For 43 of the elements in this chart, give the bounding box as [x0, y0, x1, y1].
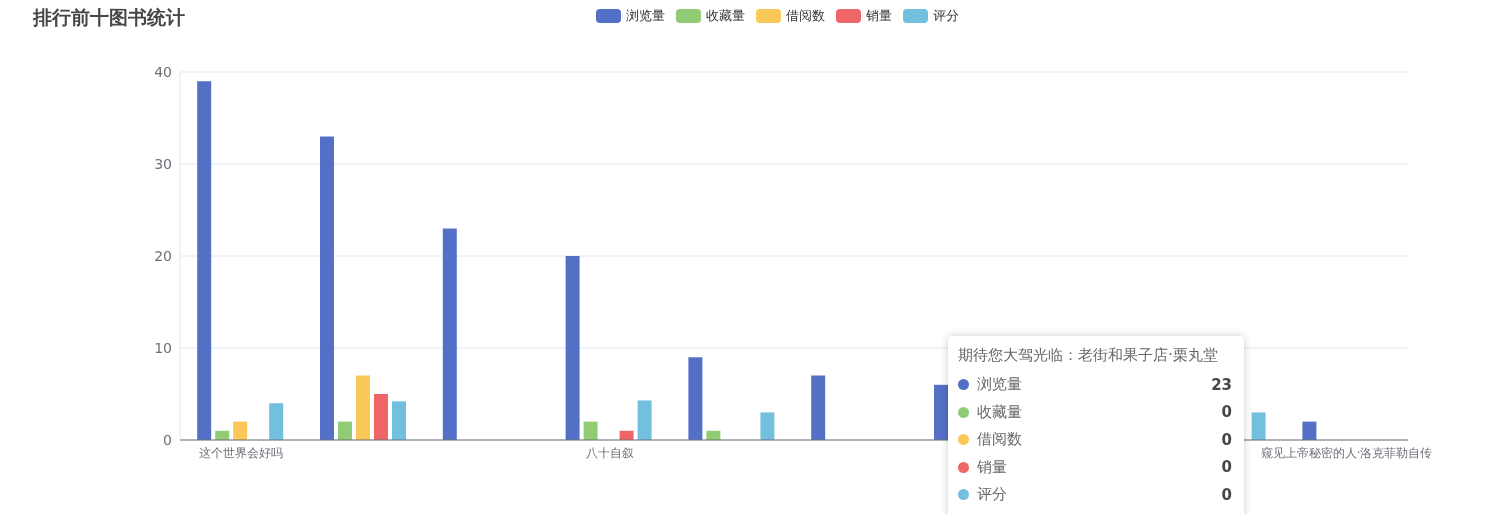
text: 0 — [1221, 458, 1232, 477]
y-tick-label: 30 — [154, 155, 172, 172]
bar — [933, 384, 948, 440]
bar — [1302, 421, 1317, 440]
annotation: 0 — [1221, 430, 1232, 449]
legend-label: 评分 — [977, 485, 1008, 505]
bar — [391, 401, 406, 440]
legend-label: 浏览量 — [977, 375, 1023, 395]
y-tick-label: 20 — [154, 247, 172, 264]
bar — [373, 394, 388, 440]
legend-label: 借阅数 — [786, 7, 825, 25]
bar — [637, 400, 652, 440]
y-tick-label: 10 — [154, 339, 172, 356]
annotation: 期待您大驾光临：老街和果子店·栗丸堂 — [958, 346, 1219, 365]
y-tick-label: 40 — [154, 63, 172, 80]
bar — [1251, 412, 1266, 440]
x-tick-label: 这个世界会好吗 — [199, 445, 284, 460]
text: 收藏量 — [706, 8, 745, 23]
bar — [688, 357, 703, 440]
text: 评分 — [933, 8, 959, 23]
text: 借阅数 — [977, 430, 1022, 449]
bar — [269, 403, 284, 440]
legend-label: 收藏量 — [977, 402, 1023, 422]
bar — [583, 421, 598, 440]
bar — [811, 375, 826, 440]
bar — [565, 256, 580, 440]
bar — [760, 412, 775, 440]
bar — [233, 421, 248, 440]
legend-label: 销量 — [977, 457, 1008, 477]
x-tick-label: 窥见上帝秘密的人·洛克菲勒自传 — [1260, 445, 1433, 460]
text: 浏览量 — [626, 8, 665, 23]
annotation: 23 — [1211, 375, 1232, 394]
bar — [442, 228, 457, 440]
bar — [337, 421, 352, 440]
bar — [319, 136, 334, 440]
bar — [197, 81, 212, 440]
text: 销量 — [866, 8, 892, 23]
text: 0 — [1221, 485, 1232, 504]
bar — [355, 375, 370, 440]
x-tick-label: 八十自叙 — [585, 445, 634, 460]
chart-title: 排行前十图书统计 — [33, 5, 185, 30]
y-tick-label: 0 — [163, 431, 172, 448]
annotation: 0 — [1221, 403, 1232, 422]
